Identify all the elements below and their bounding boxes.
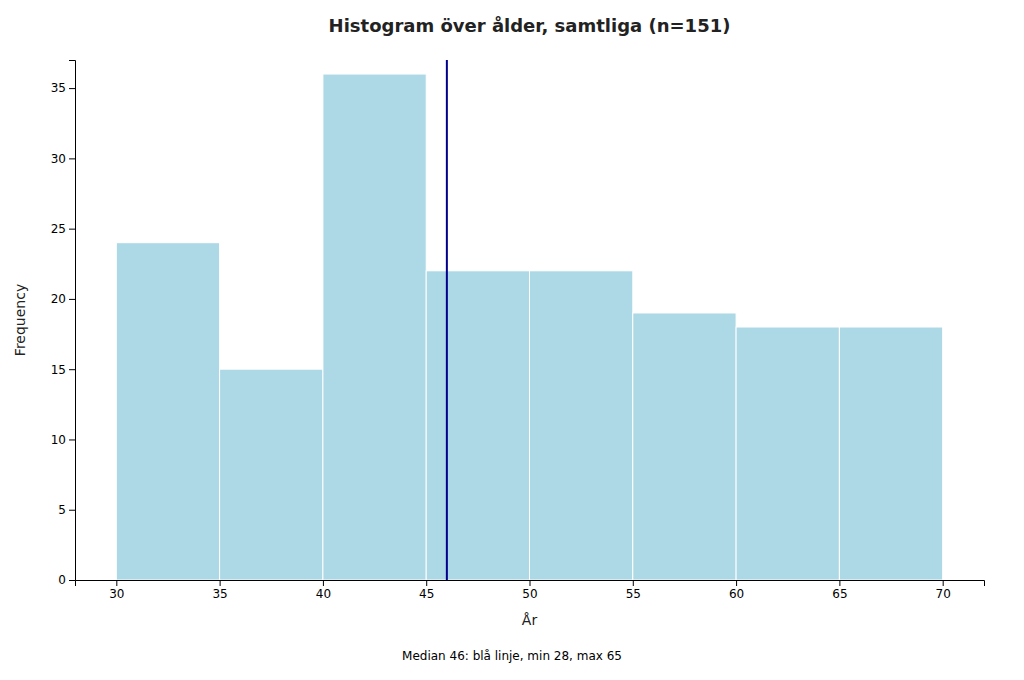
bar — [530, 271, 633, 580]
x-tick-label: 55 — [626, 587, 641, 601]
y-tick: 20 — [51, 292, 75, 306]
y-tick-label: 5 — [58, 503, 66, 517]
bar — [220, 369, 323, 580]
y-tick-mark — [69, 510, 75, 511]
x-tick-label: 60 — [729, 587, 744, 601]
x-axis-title: År — [522, 612, 538, 628]
y-tick: 30 — [51, 152, 75, 166]
chart: 30 35 40 45 50 55 60 65 70 0 5 10 15 20 25 30 35 Histogra… — [0, 0, 1024, 680]
x-tick-mark — [116, 580, 117, 586]
x-tick-mark — [633, 580, 634, 586]
y-tick-mark — [69, 229, 75, 230]
y-tick-label: 30 — [51, 152, 66, 166]
x-tick: 45 — [419, 580, 434, 601]
x-tick-label: 30 — [109, 587, 124, 601]
y-tick-mark — [69, 299, 75, 300]
y-tick-label: 0 — [58, 573, 66, 587]
x-tick-label: 70 — [936, 587, 951, 601]
y-tick-mark — [69, 88, 75, 89]
x-tick-mark — [530, 580, 531, 586]
y-tick-mark — [69, 369, 75, 370]
bar — [633, 313, 736, 580]
x-tick: 50 — [522, 580, 537, 601]
y-tick-mark — [69, 439, 75, 440]
bar — [839, 327, 942, 580]
y-axis-title: Frequency — [12, 284, 28, 356]
y-tick: 10 — [51, 433, 75, 447]
y-tick-label: 10 — [51, 433, 66, 447]
marks — [116, 60, 942, 580]
x-tick-mark — [839, 580, 840, 586]
x-tick: 35 — [212, 580, 227, 601]
bar — [736, 327, 839, 580]
x-tick-label: 50 — [522, 587, 537, 601]
y-axis: 0 5 10 15 20 25 30 35 — [51, 61, 76, 588]
x-tick-mark — [220, 580, 221, 586]
y-tick-label: 15 — [51, 363, 66, 377]
y-axis-line — [69, 61, 76, 581]
bar — [426, 271, 529, 580]
y-tick: 0 — [58, 573, 75, 587]
y-tick: 15 — [51, 363, 75, 377]
x-axis: 30 35 40 45 50 55 60 65 70 — [76, 580, 985, 601]
x-tick: 30 — [109, 580, 124, 601]
y-tick: 5 — [58, 503, 75, 517]
x-tick-label: 35 — [212, 587, 227, 601]
bar — [116, 243, 219, 580]
x-tick-mark — [426, 580, 427, 586]
x-axis-line — [76, 581, 985, 587]
x-tick: 70 — [936, 580, 951, 601]
x-tick-label: 40 — [316, 587, 331, 601]
y-tick-mark — [69, 158, 75, 159]
y-tick-mark — [69, 580, 75, 581]
x-tick: 40 — [316, 580, 331, 601]
x-tick-label: 65 — [832, 587, 847, 601]
x-tick-mark — [943, 580, 944, 586]
y-tick: 35 — [51, 81, 75, 95]
caption: Median 46: blå linje, min 28, max 65 — [402, 649, 622, 663]
x-tick: 65 — [832, 580, 847, 601]
plot: 30 35 40 45 50 55 60 65 70 0 5 10 15 20 25 30 35 — [51, 60, 985, 601]
x-tick-label: 45 — [419, 587, 434, 601]
y-tick-label: 35 — [51, 81, 66, 95]
median-line — [446, 60, 448, 580]
bar — [323, 74, 426, 580]
x-tick-mark — [736, 580, 737, 586]
title: Histogram över ålder, samtliga (n=151) — [329, 15, 731, 36]
y-tick-label: 20 — [51, 292, 66, 306]
y-tick-label: 25 — [51, 222, 66, 236]
x-tick: 60 — [729, 580, 744, 601]
x-tick: 55 — [626, 580, 641, 601]
x-tick-mark — [323, 580, 324, 586]
y-tick: 25 — [51, 222, 75, 236]
